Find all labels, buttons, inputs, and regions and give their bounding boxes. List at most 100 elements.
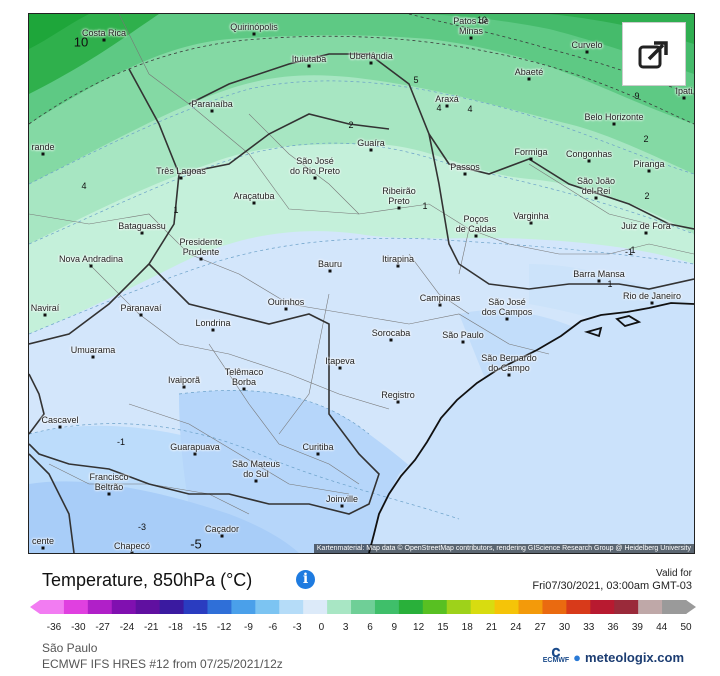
city-label: Formiga [514, 147, 548, 157]
city-label: São Mateus do Sul [231, 459, 281, 479]
city-label: Ituiutaba [291, 54, 327, 64]
city-marker [252, 201, 256, 205]
city-marker [369, 61, 373, 65]
city-label: São Paulo [442, 330, 484, 340]
city-marker [130, 551, 134, 553]
region-name: São Paulo [42, 641, 98, 655]
scale-tick-label: 3 [342, 622, 349, 633]
share-button[interactable] [622, 22, 686, 86]
valid-time: Valid for Fri07/30/2021, 03:00am GMT-03 [532, 567, 692, 593]
city-label: cente [31, 536, 55, 546]
city-marker [647, 169, 651, 173]
city-label: Uberlândia [349, 51, 393, 61]
color-scale-segment [590, 600, 615, 614]
city-marker [91, 355, 95, 359]
city-label: Nova Andradina [58, 254, 124, 264]
city-label: Abaeté [514, 67, 544, 77]
scale-tick-label: -36 [46, 622, 62, 633]
city-marker [41, 546, 45, 550]
scale-tick-label: -9 [244, 622, 253, 633]
color-scale-segment [279, 600, 304, 614]
city-marker [139, 313, 143, 317]
city-label: Bataguassu [118, 221, 166, 231]
city-marker [369, 148, 373, 152]
city-label: Cascavel [41, 415, 79, 425]
city-marker [644, 231, 648, 235]
city-marker [438, 303, 442, 307]
city-label: São José do Rio Preto [289, 156, 341, 176]
scale-tick-label: -12 [216, 622, 232, 633]
color-scale-segment [494, 600, 520, 614]
color-scale-segment [422, 600, 448, 614]
isoline-label: 2 [643, 134, 649, 144]
scale-tick-label: -27 [95, 622, 110, 633]
city-marker [199, 257, 203, 261]
color-scale-segment [159, 600, 185, 614]
city-label: Quirinópolis [230, 22, 278, 32]
isoline-label: 2 [644, 191, 650, 201]
city-label: Passos [450, 162, 480, 172]
scale-tick-label: 15 [437, 622, 449, 633]
color-scale-segment [662, 600, 687, 614]
isoline-label: -1 [624, 247, 634, 257]
isoline-label: 5 [413, 75, 419, 85]
city-marker [328, 269, 332, 273]
city-label: Varginha [513, 211, 549, 221]
scale-tick-label: 6 [367, 622, 373, 633]
city-label: São João del-Rei [576, 176, 616, 196]
color-scale-segment [614, 600, 639, 614]
city-marker [284, 307, 288, 311]
scale-tick-label: 12 [413, 622, 425, 633]
globe-icon: ● [573, 649, 582, 665]
scale-tick-label: -6 [268, 622, 278, 633]
color-scale [30, 600, 696, 614]
city-marker [612, 122, 616, 126]
city-marker [41, 152, 45, 156]
map-attribution: Kartenmaterial: Map data © OpenStreetMap… [313, 544, 694, 553]
scale-tick-label: -21 [143, 622, 159, 633]
scale-tick-label: -15 [192, 622, 208, 633]
color-scale-segment [638, 600, 663, 614]
weather-map[interactable]: Costa Rica Quirinópolis Patos de Minas Curv… [28, 13, 695, 554]
city-marker [43, 313, 47, 317]
city-marker [58, 425, 62, 429]
city-label: Chapecó [113, 541, 151, 551]
city-marker [397, 206, 401, 210]
color-scale-segment [87, 600, 113, 614]
color-scale-segment [398, 600, 424, 614]
valid-label: Valid for [656, 568, 692, 579]
isoline-label: 4 [436, 103, 442, 113]
isoline-label: 10 [476, 15, 488, 25]
city-marker [107, 492, 111, 496]
city-label: Sorocaba [371, 328, 411, 338]
scale-tick-label: 0 [318, 622, 325, 633]
isoline-label: 4 [81, 181, 87, 191]
city-marker [307, 64, 311, 68]
city-marker [316, 452, 320, 456]
city-marker [585, 50, 589, 54]
city-marker [193, 452, 197, 456]
city-marker [210, 109, 214, 113]
color-scale-segment [207, 600, 232, 614]
scale-tick-label: 21 [485, 622, 498, 633]
isoline-label: -5 [190, 536, 202, 552]
city-label: Naviraí [30, 303, 60, 313]
color-scale-segment [446, 600, 472, 614]
city-label: Paranavaí [120, 303, 162, 313]
info-icon[interactable]: i [296, 570, 315, 589]
city-marker [340, 504, 344, 508]
isoline-label: 1 [607, 279, 613, 289]
city-label: Barra Mansa [573, 269, 625, 279]
scale-tick-label: 39 [631, 622, 643, 633]
city-label: São Bernardo do Campo [481, 353, 537, 373]
brand-logo[interactable]: 𝐂 ECMWF ● meteologix.com [543, 647, 684, 665]
city-label: Costa Rica [81, 28, 127, 38]
city-marker [463, 172, 467, 176]
city-label: Congonhas [565, 149, 613, 159]
city-marker [597, 279, 601, 283]
scale-arrow-left [30, 600, 40, 614]
scale-tick-label: -3 [292, 622, 302, 633]
city-marker [682, 96, 686, 100]
city-label: Umuarama [70, 345, 116, 355]
city-marker [527, 77, 531, 81]
